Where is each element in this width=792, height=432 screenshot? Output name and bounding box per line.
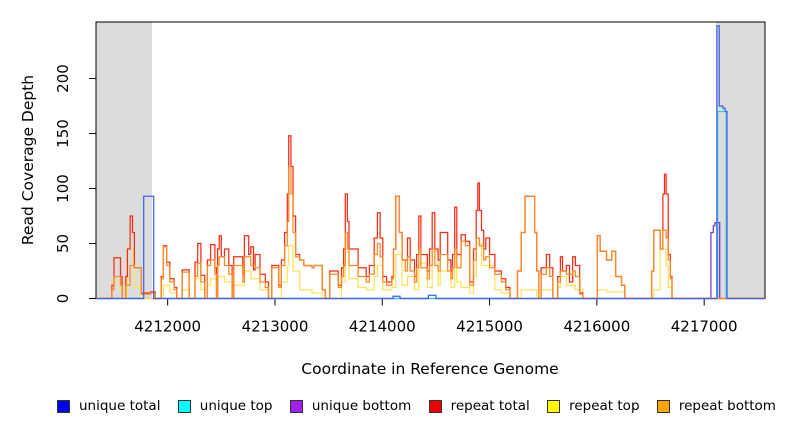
y-axis-label: Read Coverage Depth [19,74,37,246]
x-tick-label: 4217000 [671,318,738,336]
series-repeat-total [96,135,765,300]
legend-item-repeat-total: repeat total [428,398,530,414]
legend-item-repeat-bottom: repeat bottom [656,398,776,414]
series-repeat-top [96,242,765,300]
legend-swatch-unique-total [57,399,70,413]
chart-legend: unique total unique top unique bottom re… [0,398,792,414]
legend-label-repeat-bottom: repeat bottom [678,398,776,414]
legend-swatch-unique-top [177,399,191,413]
y-tick-label: 100 [54,174,72,203]
legend-swatch-repeat-bottom [656,399,670,413]
y-tick-label: 150 [54,119,72,148]
series-repeat-bottom [96,165,765,300]
series-unique-total [96,25,765,300]
series-unique-top [96,110,765,300]
legend-swatch-repeat-top [547,399,561,413]
legend-label-repeat-top: repeat top [569,398,640,414]
legend-item-unique-total: unique total [57,398,160,414]
x-tick-label: 4215000 [456,318,523,336]
legend-item-repeat-top: repeat top [547,398,640,414]
legend-label-unique-bottom: unique bottom [311,398,412,414]
legend-label-repeat-total: repeat total [450,398,530,414]
series-unique-bottom [96,221,765,300]
x-tick-label: 4216000 [563,318,630,336]
shaded-region [96,22,153,299]
legend-swatch-unique-bottom [289,399,303,413]
x-tick-label: 4212000 [134,318,201,336]
legend-label-unique-total: unique total [79,398,161,414]
y-tick-label: 0 [54,294,72,304]
x-tick-label: 4213000 [242,318,309,336]
shaded-region [715,22,765,299]
legend-item-unique-top: unique top [177,398,273,414]
legend-swatch-repeat-total [428,399,442,413]
x-tick-label: 4214000 [349,318,416,336]
y-tick-label: 200 [54,64,72,93]
legend-label-unique-top: unique top [199,398,273,414]
x-axis-label: Coordinate in Reference Genome [301,360,559,378]
plot-box [95,21,766,299]
legend-item-unique-bottom: unique bottom [289,398,412,414]
y-tick-label: 50 [54,234,72,253]
